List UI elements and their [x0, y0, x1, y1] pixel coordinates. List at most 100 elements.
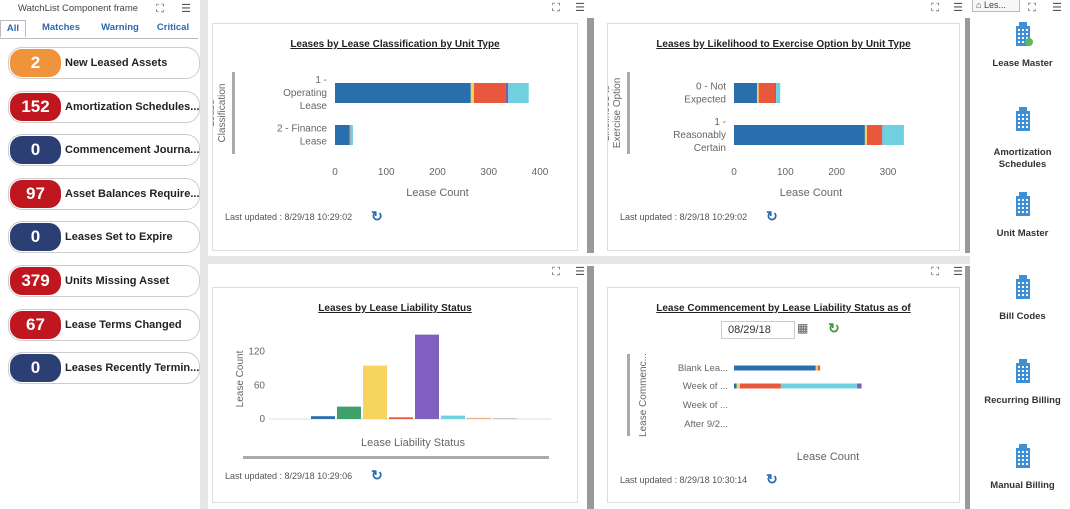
bar-segment[interactable]: [758, 83, 776, 103]
bar-segment[interactable]: [780, 383, 858, 389]
frame-export-icon[interactable]: ⛶: [552, 266, 560, 278]
watchlist-item[interactable]: 0 Leases Recently Termin...: [8, 352, 200, 385]
bar-segment[interactable]: [775, 83, 777, 103]
bar-segment[interactable]: [882, 125, 904, 145]
bar-segment[interactable]: [508, 83, 529, 103]
bar[interactable]: [337, 406, 361, 419]
bar-segment[interactable]: [739, 383, 781, 389]
calendar-icon[interactable]: ▦: [797, 321, 809, 335]
watchlist-item[interactable]: 2 New Leased Assets: [8, 47, 200, 79]
bar[interactable]: [493, 418, 517, 419]
x-tick-label: 0: [332, 167, 338, 178]
bar[interactable]: [415, 334, 439, 419]
nav-item-bill-codes[interactable]: Bill Codes: [975, 273, 1070, 343]
right-nav: ⌂ Les... ⛶ ☰: [970, 0, 1070, 509]
scrollbar[interactable]: [587, 18, 594, 253]
bar-segment[interactable]: [350, 125, 353, 145]
bar-segment[interactable]: [734, 365, 816, 371]
frame-export-icon[interactable]: ⛶: [1028, 2, 1036, 14]
refresh-icon[interactable]: ↻: [371, 208, 383, 224]
axis-line[interactable]: [627, 72, 630, 154]
chart-title[interactable]: Leases by Lease Classification by Unit T…: [290, 39, 500, 50]
chart-title[interactable]: Leases by Likelihood to Exercise Option …: [656, 39, 911, 50]
count-badge: 0: [10, 136, 61, 165]
frame-export-icon[interactable]: ⛶: [931, 2, 939, 14]
scrollbar[interactable]: [965, 18, 972, 253]
nav-item-recurring-billing[interactable]: Recurring Billing: [975, 357, 1070, 427]
bar-segment[interactable]: [505, 83, 509, 103]
watchlist-item-label: Leases Set to Expire: [65, 231, 173, 244]
tab-warning[interactable]: Warning: [101, 22, 139, 33]
tab-matches[interactable]: Matches: [41, 22, 80, 33]
category-label: 0 - Not: [696, 82, 726, 93]
refresh-icon[interactable]: ↻: [766, 471, 778, 487]
frame-export-icon[interactable]: ⛶: [156, 3, 164, 15]
axis-line[interactable]: [627, 354, 630, 436]
category-label: Lease: [300, 137, 328, 148]
watchlist-item[interactable]: 97 Asset Balances Require...: [8, 177, 200, 210]
bar[interactable]: [441, 415, 465, 419]
bar-segment[interactable]: [817, 365, 821, 371]
category-label: Lease: [300, 101, 328, 112]
bar[interactable]: [311, 416, 335, 419]
bar-segment[interactable]: [736, 383, 740, 389]
nav-item-manual-billing[interactable]: Manual Billing: [975, 442, 1070, 509]
tab-critical[interactable]: Critical: [156, 22, 190, 33]
watchlist-item[interactable]: 379 Units Missing Asset: [8, 265, 200, 297]
refresh-icon[interactable]: ↻: [371, 467, 383, 483]
axis-line[interactable]: [232, 72, 235, 154]
last-updated: Last updated : 8/29/18 10:29:02: [225, 212, 353, 222]
bar-segment[interactable]: [864, 125, 867, 145]
frame-settings-icon[interactable]: ☰: [953, 2, 963, 14]
watchlist-item[interactable]: 0 Leases Set to Expire: [8, 221, 200, 254]
as-of-date-input[interactable]: 08/29/18: [721, 321, 795, 339]
bar-segment[interactable]: [815, 365, 818, 371]
watchlist-item[interactable]: 67 Lease Terms Changed: [8, 308, 200, 341]
bar-segment[interactable]: [866, 125, 882, 145]
chart-commencement[interactable]: Lease Commenc... Blank Lea... Week of ... W…: [608, 346, 959, 472]
refresh-icon[interactable]: ↻: [766, 208, 778, 224]
frame-export-icon[interactable]: ⛶: [552, 2, 560, 14]
bar-segment[interactable]: [473, 83, 506, 103]
scrollbar[interactable]: [587, 266, 594, 509]
y-tick-label: 60: [254, 380, 266, 391]
chart-likelihood[interactable]: Likelihood to Exercise Option 0 - Not Expec…: [608, 62, 959, 232]
bar-segment[interactable]: [857, 383, 862, 389]
watchlist-item[interactable]: 152 Amortization Schedules...: [8, 90, 200, 123]
chart-title[interactable]: Lease Commencement by Lease Liability St…: [656, 303, 911, 314]
bar[interactable]: [467, 417, 491, 419]
bar-segment[interactable]: [776, 83, 781, 103]
frame-settings-icon[interactable]: ☰: [953, 266, 963, 278]
bar-segment[interactable]: [734, 383, 737, 389]
tab-all[interactable]: All: [0, 20, 26, 38]
bar[interactable]: [389, 417, 413, 419]
refresh-icon[interactable]: ↻: [828, 320, 840, 336]
bar[interactable]: [363, 365, 387, 419]
bar-segment[interactable]: [349, 125, 351, 145]
watchlist-item[interactable]: 0 Commencement Journa...: [8, 134, 200, 167]
frame-settings-icon[interactable]: ☰: [1052, 2, 1062, 14]
bar-segment[interactable]: [470, 83, 474, 103]
scrollbar[interactable]: [965, 266, 972, 509]
frame-settings-icon[interactable]: ☰: [575, 266, 585, 278]
bar-segment[interactable]: [335, 125, 350, 145]
frame-settings-icon[interactable]: ☰: [575, 2, 585, 14]
bar-segment[interactable]: [757, 83, 759, 103]
nav-item-amortization-schedules[interactable]: Amortization Schedules: [975, 105, 1070, 175]
y-tick-label: 0: [259, 414, 265, 425]
chart-liability-status[interactable]: Lease Count 0 60 120 Lease Liability Status: [213, 322, 577, 462]
nav-tab[interactable]: ⌂ Les...: [972, 0, 1020, 12]
frame-export-icon[interactable]: ⛶: [931, 266, 939, 278]
nav-item-unit-master[interactable]: Unit Master: [975, 190, 1070, 260]
bar-segment[interactable]: [734, 83, 758, 103]
axis-line[interactable]: [243, 456, 549, 459]
chart-title[interactable]: Leases by Lease Liability Status: [318, 303, 472, 314]
nav-item-lease-master[interactable]: Lease Master: [975, 20, 1070, 90]
bar-segment[interactable]: [881, 125, 883, 145]
x-tick-label: 400: [532, 167, 549, 178]
bar-segment[interactable]: [734, 125, 865, 145]
frame-settings-icon[interactable]: ☰: [181, 3, 191, 15]
bar-segment[interactable]: [335, 83, 471, 103]
